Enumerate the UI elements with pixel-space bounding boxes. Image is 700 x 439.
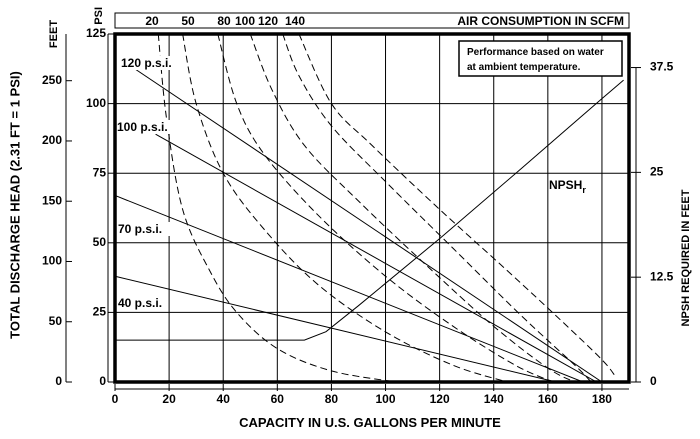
- top-tick-label: 100: [235, 14, 255, 28]
- pressure-label-100: 100 p.s.i.: [117, 120, 168, 134]
- pressure-line-2: [114, 195, 584, 383]
- x-tick-label: 100: [376, 392, 396, 406]
- note-box: [458, 40, 623, 77]
- feet-tick-label: 50: [49, 314, 63, 328]
- x-axis-title: CAPACITY IN U.S. GALLONS PER MINUTE: [239, 415, 501, 430]
- psi-tick-label: 100: [86, 96, 106, 110]
- x-tick-label: 160: [538, 392, 558, 406]
- x-tick-label: 140: [484, 392, 504, 406]
- npsh-tick-label: 37.5: [650, 60, 674, 74]
- air-consumption-curve-50: [182, 33, 508, 383]
- psi-tick-label: 0: [99, 374, 106, 388]
- feet-tick-label: 0: [55, 374, 62, 388]
- x-tick-label: 60: [271, 392, 285, 406]
- air-consumption-curve-20: [157, 33, 397, 383]
- feet-axis: 0 50 100 150 200 250: [42, 34, 72, 388]
- npsh-tick-label: 0: [650, 374, 657, 388]
- pressure-line-0: [128, 64, 603, 383]
- air-consumption-curve-100: [249, 33, 576, 383]
- air-consumption-curve-140: [298, 33, 616, 377]
- npsh-tick-label: 12.5: [650, 269, 674, 283]
- air-consumption-title: AIR CONSUMPTION IN SCFM: [457, 14, 624, 28]
- y-axis-title: TOTAL DISCHARGE HEAD (2.31 FT = 1 PSI): [7, 71, 22, 339]
- label-backing: [115, 296, 167, 310]
- x-tick-label: 120: [430, 392, 450, 406]
- psi-tick-label: 25: [93, 305, 107, 319]
- top-tick-label: 80: [217, 14, 231, 28]
- x-tick-label: 0: [112, 392, 119, 406]
- air-consumption-strip: [114, 12, 630, 29]
- pressure-line-1: [155, 133, 597, 383]
- top-tick-label: 140: [285, 14, 305, 28]
- feet-tick-label: 100: [42, 254, 62, 268]
- top-tick-label: 50: [181, 14, 195, 28]
- label-backing: [114, 120, 176, 134]
- grid: [115, 34, 629, 382]
- psi-tick-label: 125: [86, 26, 106, 40]
- x-tick-label: 20: [162, 392, 176, 406]
- pressure-line-3: [114, 275, 557, 383]
- feet-tick-label: 150: [42, 193, 62, 207]
- x-tick-label: 180: [592, 392, 612, 406]
- top-psi-label: PSI: [93, 7, 105, 25]
- x-tick-label: 80: [325, 392, 339, 406]
- feet-tick-label: 200: [42, 133, 62, 147]
- note-line-1: Performance based on water: [467, 47, 604, 58]
- plot-frame: [113, 32, 631, 384]
- pressure-label-70: 70 p.s.i.: [118, 222, 162, 236]
- npsh-axis-title: NPSH REQUIRED IN FEET: [680, 189, 692, 326]
- x-axis: 0 20 40 60 80 100 120 140 160 180: [112, 384, 629, 406]
- npsh-axis: 0 12.5 25 37.5: [631, 60, 674, 388]
- npshr-label-base: NPSH: [549, 178, 582, 192]
- label-backing: [119, 56, 179, 70]
- npshr-label-sub: r: [582, 185, 586, 195]
- feet-tick-label: 250: [42, 73, 62, 87]
- psi-axis: 0 25 50 75 100 125: [86, 26, 114, 388]
- pressure-label-40: 40 p.s.i.: [118, 296, 162, 310]
- npshr-curve: [115, 79, 624, 341]
- psi-tick-label: 50: [93, 235, 107, 249]
- note-line-2: at ambient temperature.: [467, 62, 581, 73]
- npsh-tick-label: 25: [650, 165, 664, 179]
- pressure-label-120: 120 p.s.i.: [121, 56, 172, 70]
- air-consumption-lines: [157, 33, 616, 383]
- x-tick-label: 40: [217, 392, 231, 406]
- top-tick-label: 20: [145, 14, 159, 28]
- air-consumption-curve-80: [217, 33, 554, 383]
- feet-axis-title: FEET: [48, 20, 60, 48]
- pressure-lines: [114, 64, 603, 383]
- top-tick-label: 120: [258, 14, 278, 28]
- label-backing: [115, 222, 170, 236]
- npshr-label: NPSHr: [549, 178, 586, 195]
- psi-tick-label: 75: [93, 165, 107, 179]
